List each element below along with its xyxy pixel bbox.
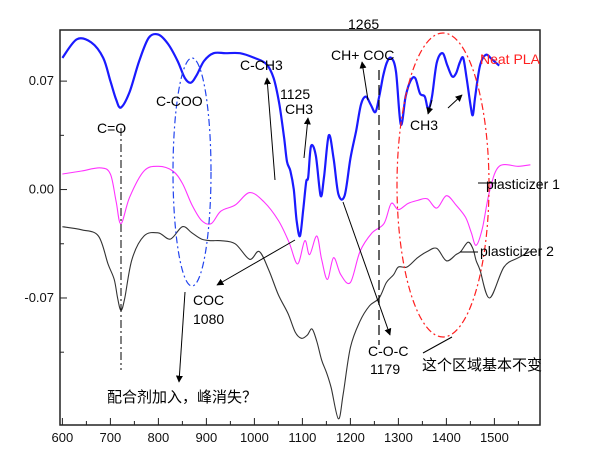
x-tick-label: 1400 [432,430,461,445]
x-tick-label: 900 [196,430,218,445]
ch3-1125-arrow [303,117,311,159]
coc-1080-arrow [216,239,296,286]
label-unchanged-region: 这个区域基本不变 [422,356,542,374]
x-tick-label: 1000 [240,430,269,445]
x-tick-label: 1500 [480,430,509,445]
series-line-plasticizer-1 [62,164,531,285]
label-c-ch3: C-CH3 [240,57,283,73]
unchanged-region-arrow [422,336,453,354]
c-coo-region-ellipse [172,57,212,287]
x-tick-label: 700 [100,430,122,445]
legend-neat-pla: Neat PLA [480,51,541,67]
series-line-plasticizer-2 [62,226,531,420]
y-tick-label: -0.07 [24,290,54,305]
label-c-coo: C-COO [156,93,203,109]
ch3-right-arrow [447,94,463,109]
y-tick-label: 0.00 [29,182,54,197]
label-1179: 1179 [370,361,400,377]
c-o-c-1179-arrow [342,201,392,336]
peak-vanish-arrow [175,291,186,383]
x-tick-label: 800 [148,430,170,445]
label-coc: COC [193,292,224,308]
label-1080: 1080 [193,311,224,327]
label-ch3-1125: CH3 [285,101,313,117]
legend-plasticizer-2: plasticizer 2 [480,243,554,259]
annotation-arrows [175,61,497,383]
label-peak-vanish: 配合剂加入，峰消失？ [107,388,257,406]
label-1265: 1265 [348,16,379,32]
unchanged-region-ellipse [396,32,490,338]
spectra-lines [61,32,531,420]
c-ch3-arrow [264,77,276,181]
y-axis: 0.07 0.00 -0.07 [24,73,67,353]
label-1125: 1125 [280,86,310,102]
coc-1265-arrow [359,61,369,101]
ch3-left-arrow [426,99,434,115]
label-c-o-c: C-O-C [368,343,408,359]
plot-frame [59,29,541,426]
x-axis: 600 700 800 900 1000 1100 1200 1300 1400 1500 [52,418,519,445]
legend-plasticizer-1: plasticizer 1 [486,176,560,192]
y-tick-label: 0.07 [29,73,54,88]
x-tick-label: 600 [52,430,74,445]
label-c-eq-o: C=O [97,120,126,136]
label-ch-coc: CH+ COC [331,47,394,63]
label-ch3-right: CH3 [410,117,438,133]
series-line-neat-pla [61,32,500,238]
x-tick-label: 1300 [384,430,413,445]
x-tick-label: 1200 [336,430,365,445]
x-tick-label: 1100 [288,430,316,445]
